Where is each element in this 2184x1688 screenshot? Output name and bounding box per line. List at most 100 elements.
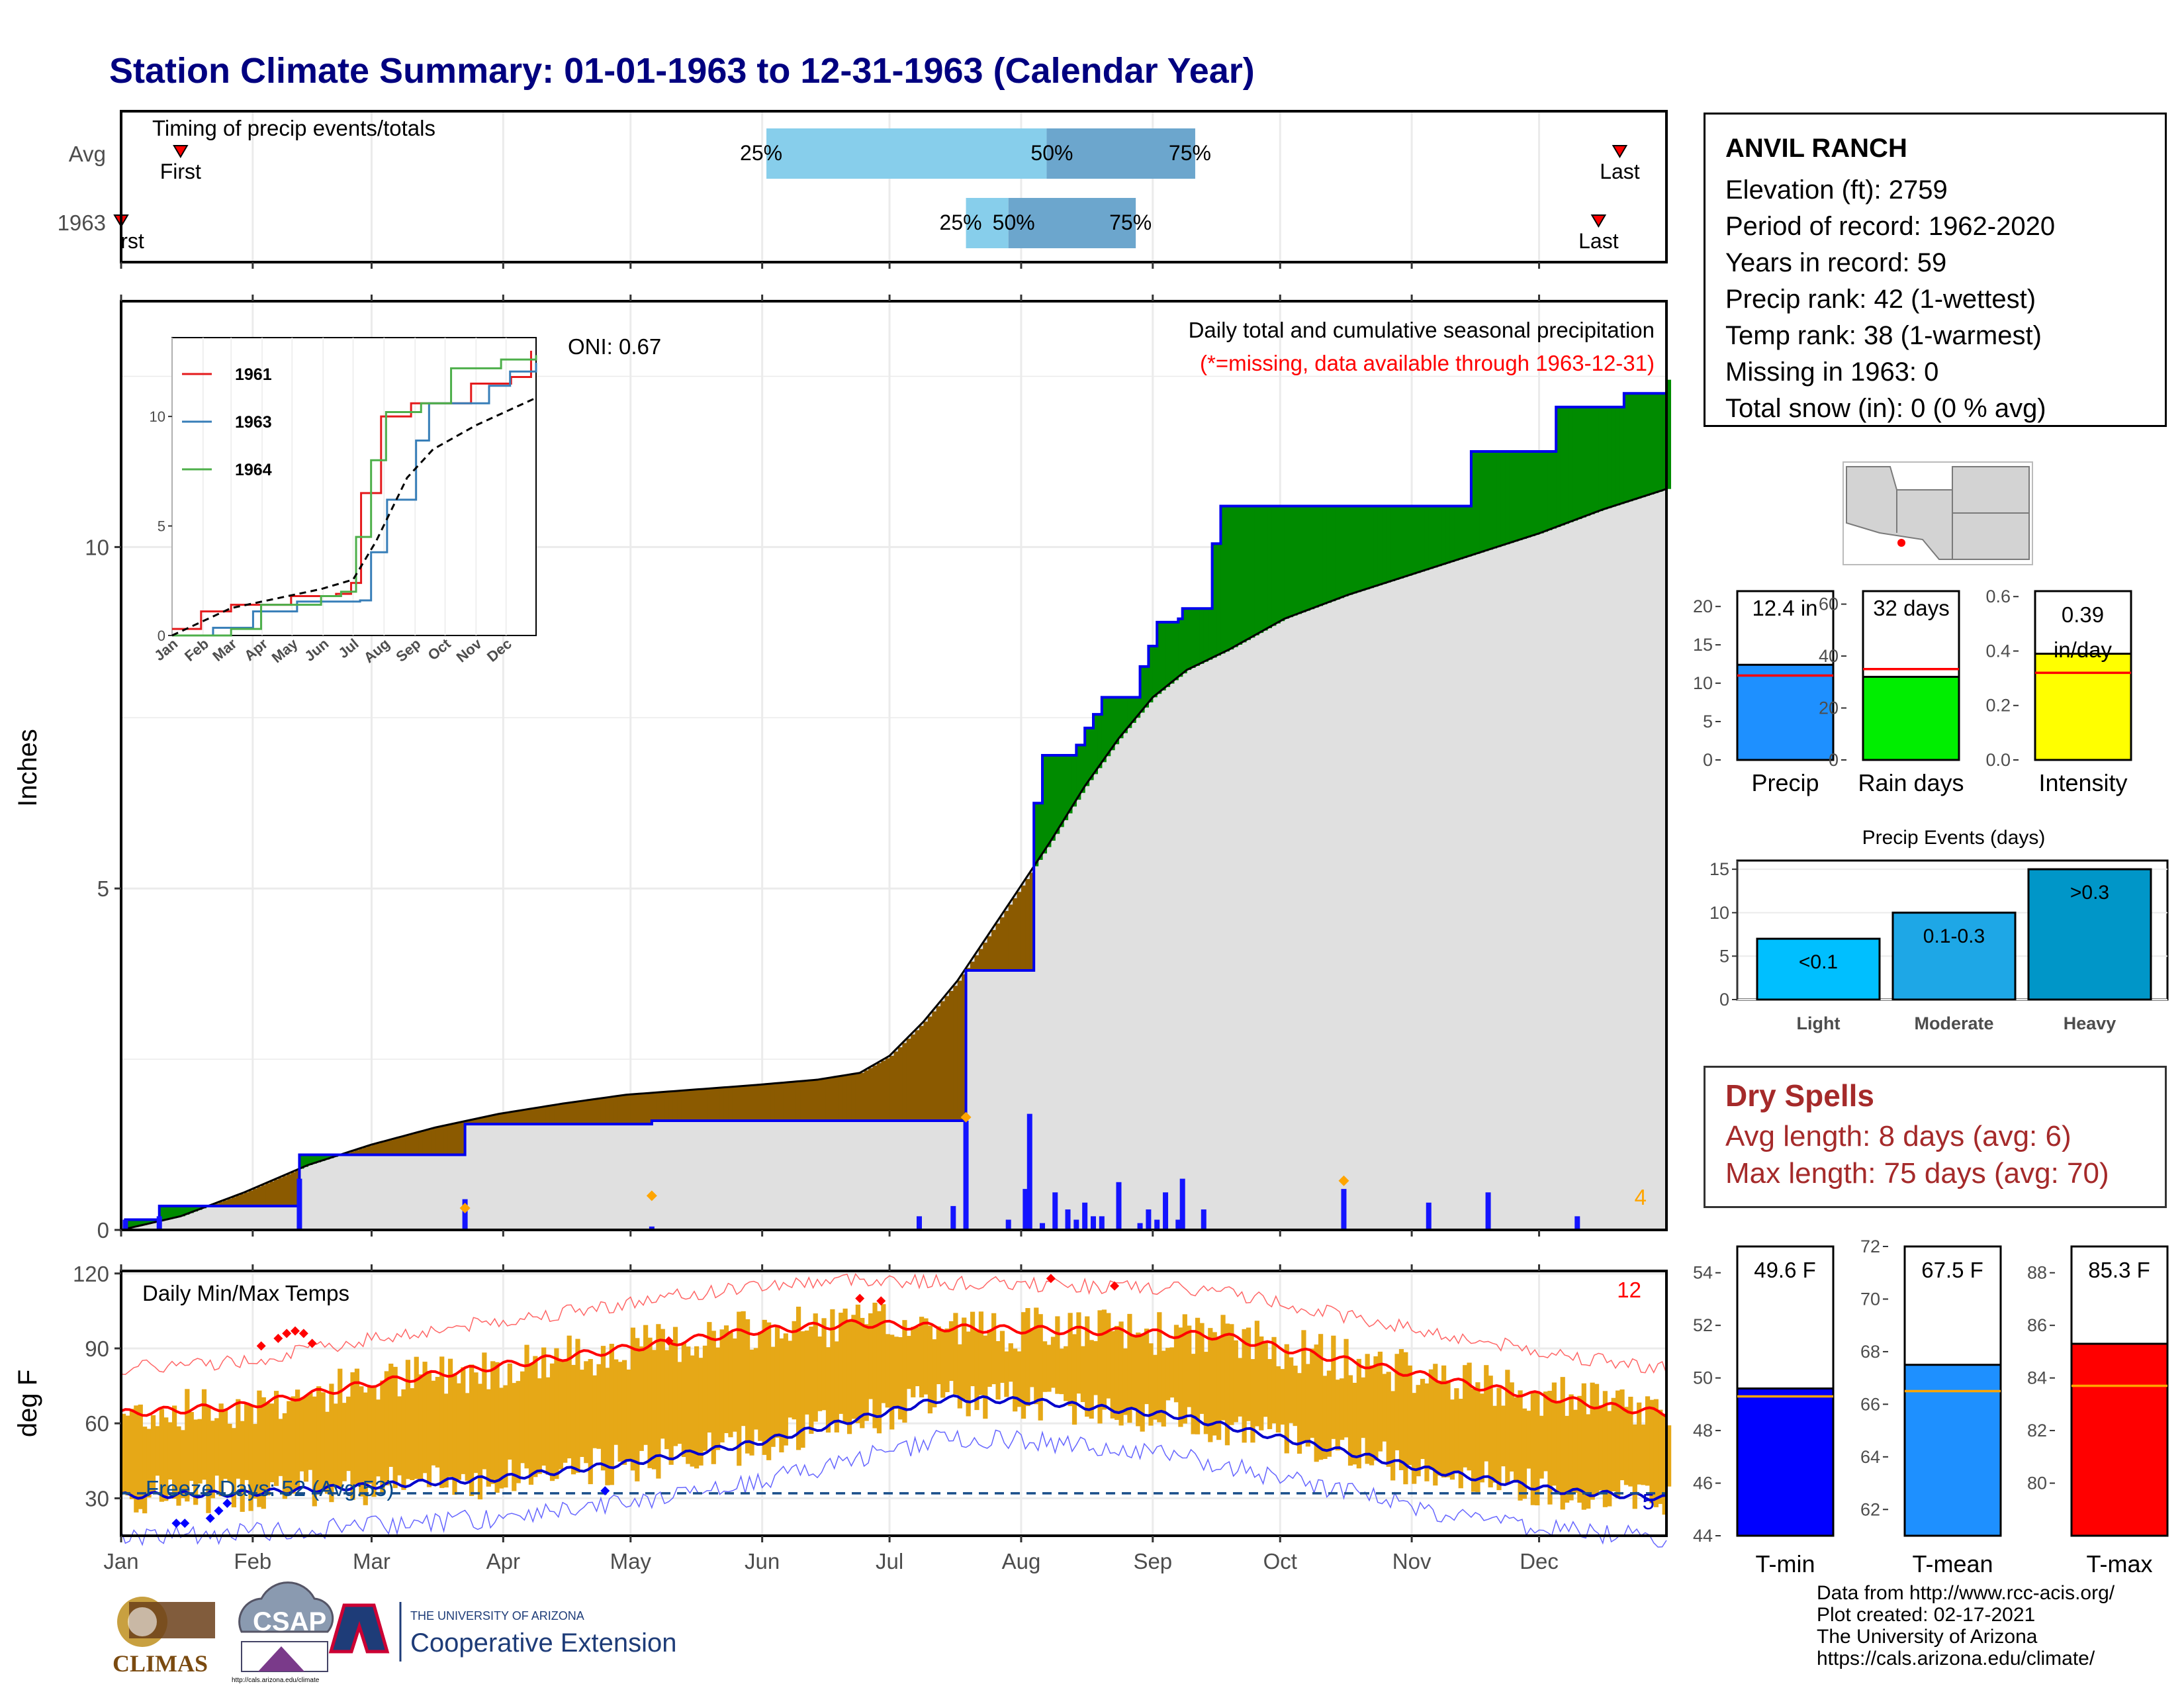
below-normal-area [630,1094,635,1125]
below-normal-area [881,1060,886,1121]
above-normal-area [1034,803,1039,867]
daily-temp-range-bar [167,1422,173,1479]
precip-summary-ytick-label: 15 [1693,635,1713,655]
above-normal-area [1305,506,1310,611]
credits: Data from http://www.rcc-acis.org/ Plot … [1817,1582,2115,1669]
daily-precip-bar [1040,1223,1046,1230]
above-normal-area [180,1205,185,1217]
below-normal-area [723,1087,729,1121]
below-normal-area [911,1034,916,1121]
daily-temp-range-bar [176,1426,181,1506]
timing-q75-label: 75% [1169,141,1211,165]
record-high-count: 12 [1617,1278,1641,1302]
daily-temp-range-bar [490,1361,496,1484]
daily-temp-range-bar [1242,1329,1247,1443]
below-normal-area [1029,872,1034,970]
daily-temp-range-bar [121,1413,126,1493]
above-normal-area [1649,393,1655,494]
tmax-summary-bar [2070,1342,2169,1537]
daily-temp-range-bar [1017,1351,1022,1407]
daily-temp-range-bar [1064,1346,1069,1401]
daily-temp-range-bar [193,1419,199,1505]
daily-precip-bar [649,1226,655,1230]
temp-header: Daily Min/Max Temps [142,1281,349,1305]
above-normal-area [1242,506,1247,643]
daily-temp-range-bar [1500,1405,1506,1467]
below-normal-area [719,1088,725,1121]
above-normal-area [1424,506,1430,571]
tmin-summary-bar [1736,1387,1835,1537]
above-normal-area [1076,745,1081,800]
daily-temp-range-bar [1173,1325,1179,1403]
daily-temp-range-bar [1475,1382,1480,1493]
below-normal-area [944,996,950,1121]
daily-temp-range-bar [1331,1335,1336,1439]
top-precip-marker [459,1202,471,1213]
above-normal-area [1641,393,1646,498]
below-normal-area [240,1194,245,1206]
below-normal-area [452,1123,457,1155]
below-normal-area [948,990,954,1121]
above-normal-area [185,1205,190,1215]
daily-temp-range-bar [1565,1415,1570,1503]
daily-temp-range-bar [932,1339,937,1408]
daily-temp-range-bar [1055,1316,1060,1394]
above-normal-area [1301,506,1306,613]
above-normal-area [1212,543,1217,658]
daily-temp-range-bar [647,1337,653,1468]
above-normal-area [1390,506,1396,581]
above-normal-area [1623,393,1629,503]
daily-temp-range-bar [1407,1365,1412,1466]
events-ytick-label: 5 [1719,946,1729,966]
below-normal-area [1013,898,1018,970]
daily-temp-range-bar [796,1306,801,1450]
daily-precip-bar [1426,1202,1432,1230]
daily-temp-range-bar [1356,1358,1361,1469]
daily-temp-range-bar [1484,1365,1489,1462]
daily-temp-range-bar [435,1377,440,1468]
month-label: Nov [1392,1549,1432,1573]
daily-temp-range-bar [1361,1377,1366,1438]
above-normal-area [1289,506,1294,618]
daily-temp-range-bar [1148,1343,1154,1426]
events-category-label: Light [1797,1013,1841,1033]
below-normal-area [834,1076,839,1121]
timing-label: Timing of precip events/totals [152,116,435,140]
below-normal-area [503,1113,508,1125]
daily-temp-range-bar [363,1392,368,1505]
daily-temp-range-bar [1602,1391,1608,1507]
daily-temp-range-bar [1301,1330,1306,1442]
daily-temp-range-bar [966,1331,971,1417]
daily-temp-range-bar [549,1363,555,1481]
daily-precip-bar [950,1205,956,1230]
tmean-summary-ytick-label: 72 [1860,1237,1880,1256]
daily-temp-range-bar [528,1363,534,1485]
above-normal-area [1556,406,1561,528]
below-normal-area [766,1084,772,1121]
intensity-summary-value: 0.39 [2062,602,2104,627]
below-normal-area [686,1090,691,1121]
daily-temp-range-bar [707,1322,712,1433]
above-normal-area [1526,451,1531,538]
station-marker [1897,539,1905,547]
daily-temp-range-bar [1203,1352,1208,1434]
daily-precip-bar [1154,1219,1160,1230]
below-normal-area [821,1079,827,1121]
daily-temp-range-bar [872,1302,878,1429]
above-normal-area [1326,506,1332,603]
daily-temp-range-bar [1136,1333,1141,1427]
below-normal-area [584,1100,589,1125]
above-normal-area [1373,506,1379,587]
daily-temp-range-bar [396,1396,402,1476]
above-normal-area [167,1205,173,1219]
above-normal-area [1071,755,1077,807]
daily-temp-range-bar [1615,1390,1621,1499]
below-normal-area [868,1068,874,1121]
above-normal-area [1097,714,1103,769]
above-normal-area [1284,506,1289,619]
temp-ylabel: deg F [13,1370,42,1437]
below-normal-area [248,1190,253,1206]
above-normal-area [134,1219,139,1227]
daily-temp-range-bar [537,1378,542,1474]
above-normal-area [1191,608,1196,668]
